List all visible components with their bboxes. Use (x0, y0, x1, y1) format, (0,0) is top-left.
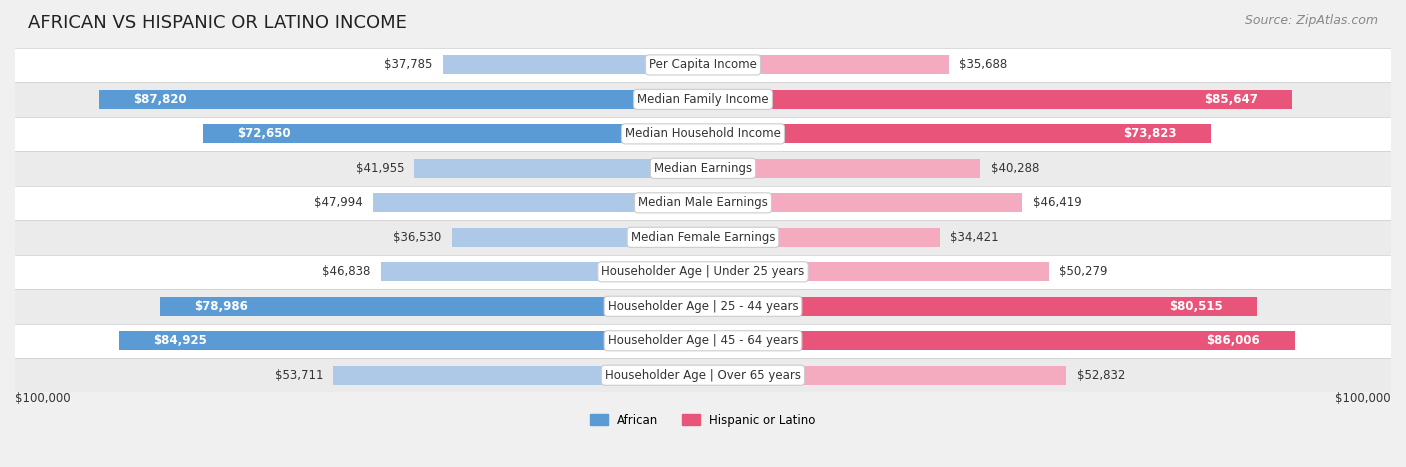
Bar (98, 90, 703, 109)
Bar (15, 48, 1391, 82)
Text: $35,688: $35,688 (959, 58, 1007, 71)
Text: $47,994: $47,994 (314, 196, 363, 209)
Text: $50,279: $50,279 (1059, 265, 1108, 278)
Text: $100,000: $100,000 (1336, 392, 1391, 405)
Text: Householder Age | Under 25 years: Householder Age | Under 25 years (602, 265, 804, 278)
Bar (451, 228, 703, 247)
Text: Median Female Earnings: Median Female Earnings (631, 231, 775, 244)
Legend: African, Hispanic or Latino: African, Hispanic or Latino (585, 409, 821, 432)
Text: Median Household Income: Median Household Income (626, 127, 780, 141)
Text: Median Male Earnings: Median Male Earnings (638, 196, 768, 209)
Bar (703, 124, 1211, 143)
Bar (15, 151, 1391, 185)
Bar (703, 56, 949, 74)
Bar (15, 82, 1391, 117)
Bar (15, 117, 1391, 151)
Bar (703, 331, 1295, 350)
Bar (159, 297, 703, 316)
Text: $84,925: $84,925 (153, 334, 207, 347)
Text: AFRICAN VS HISPANIC OR LATINO INCOME: AFRICAN VS HISPANIC OR LATINO INCOME (28, 14, 406, 32)
Text: $46,419: $46,419 (1032, 196, 1081, 209)
Bar (15, 255, 1391, 289)
Bar (15, 358, 1391, 392)
Bar (703, 262, 1049, 281)
Text: $72,650: $72,650 (238, 127, 291, 141)
Bar (118, 331, 703, 350)
Bar (703, 90, 1292, 109)
Bar (703, 228, 939, 247)
Bar (443, 56, 703, 74)
Text: $80,515: $80,515 (1168, 300, 1223, 313)
Bar (703, 193, 1022, 212)
Bar (703, 366, 1067, 385)
Bar (204, 124, 703, 143)
Bar (15, 220, 1391, 255)
Text: $40,288: $40,288 (990, 162, 1039, 175)
Bar (15, 324, 1391, 358)
Text: Householder Age | Over 65 years: Householder Age | Over 65 years (605, 369, 801, 382)
Text: Source: ZipAtlas.com: Source: ZipAtlas.com (1244, 14, 1378, 27)
Text: $85,647: $85,647 (1204, 93, 1258, 106)
Bar (333, 366, 703, 385)
Text: $100,000: $100,000 (15, 392, 70, 405)
Text: $37,785: $37,785 (384, 58, 433, 71)
Text: $87,820: $87,820 (134, 93, 187, 106)
Text: $41,955: $41,955 (356, 162, 404, 175)
Text: $73,823: $73,823 (1123, 127, 1177, 141)
Bar (703, 159, 980, 178)
Text: Householder Age | 25 - 44 years: Householder Age | 25 - 44 years (607, 300, 799, 313)
Text: $86,006: $86,006 (1206, 334, 1260, 347)
Text: $46,838: $46,838 (322, 265, 370, 278)
Text: Median Family Income: Median Family Income (637, 93, 769, 106)
Bar (415, 159, 703, 178)
Text: Median Earnings: Median Earnings (654, 162, 752, 175)
Bar (15, 289, 1391, 324)
Text: Householder Age | 45 - 64 years: Householder Age | 45 - 64 years (607, 334, 799, 347)
Text: $36,530: $36,530 (394, 231, 441, 244)
Text: $52,832: $52,832 (1077, 369, 1125, 382)
Bar (373, 193, 703, 212)
Text: $78,986: $78,986 (194, 300, 247, 313)
Bar (381, 262, 703, 281)
Text: $34,421: $34,421 (950, 231, 998, 244)
Bar (703, 297, 1257, 316)
Bar (15, 185, 1391, 220)
Text: $53,711: $53,711 (274, 369, 323, 382)
Text: Per Capita Income: Per Capita Income (650, 58, 756, 71)
